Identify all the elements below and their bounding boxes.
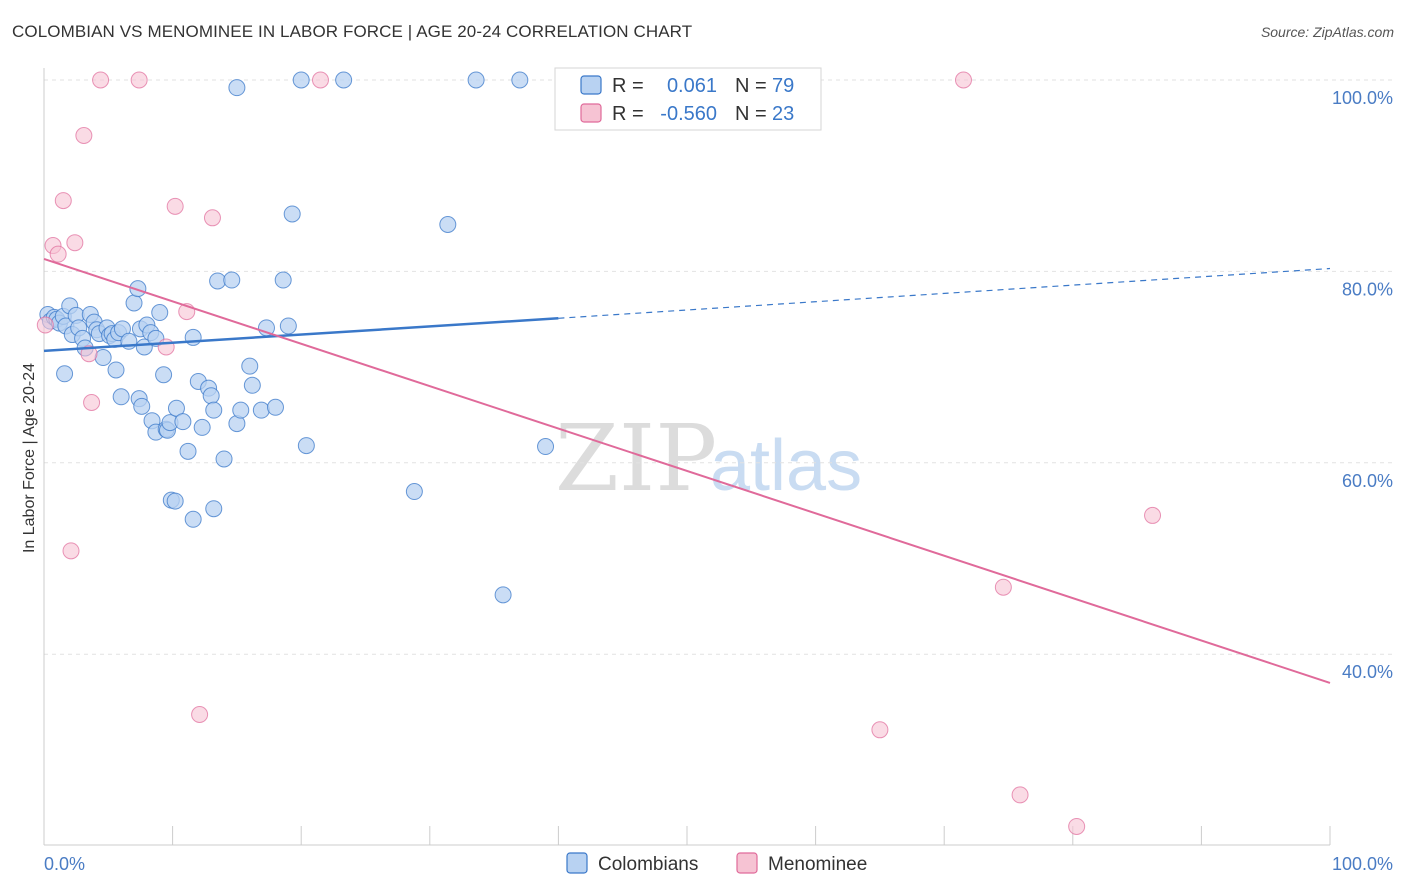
point-colombians — [232, 401, 250, 419]
series-menominee-points — [36, 71, 1162, 835]
point-colombians — [205, 500, 223, 518]
legend-n-label-2: N = — [735, 103, 767, 125]
point-colombians — [184, 328, 202, 346]
point-colombians — [511, 71, 529, 89]
point-colombians — [184, 510, 202, 528]
point-colombians — [133, 397, 151, 415]
legend-n-value-2: 23 — [772, 103, 794, 125]
point-colombians — [467, 71, 485, 89]
trend-line-menominee — [43, 258, 1331, 684]
point-colombians — [223, 271, 241, 289]
point-menominee — [166, 197, 184, 215]
watermark-zip: ZIP — [555, 405, 717, 512]
point-colombians — [56, 365, 74, 383]
legend-swatch-menominee — [580, 103, 602, 123]
bottom-legend-colombians: Colombians — [598, 854, 698, 875]
bottom-legend: Colombians Menominee — [566, 852, 867, 875]
trend-lines — [43, 258, 1331, 684]
source-label: Source: ZipAtlas.com — [1260, 24, 1394, 40]
point-colombians — [151, 304, 169, 322]
point-colombians — [297, 437, 315, 455]
legend-r-value-2: -0.560 — [660, 103, 717, 125]
bottom-legend-menominee: Menominee — [768, 854, 867, 875]
y-tick-label: 60.0% — [1342, 471, 1393, 491]
bottom-legend-swatch-menominee — [736, 852, 758, 874]
point-menominee — [80, 345, 98, 363]
legend-swatch-colombians — [580, 75, 602, 95]
point-colombians — [243, 376, 261, 394]
point-colombians — [283, 205, 301, 223]
point-menominee — [1068, 817, 1086, 835]
y-tick-label: 100.0% — [1332, 88, 1393, 108]
point-colombians — [494, 586, 512, 604]
chart-title: COLOMBIAN VS MENOMINEE IN LABOR FORCE | … — [12, 22, 693, 41]
point-menominee — [871, 721, 889, 739]
watermark: ZIP atlas — [555, 405, 862, 512]
legend-n-label-1: N = — [735, 75, 767, 97]
trend-line-colombians-solid — [43, 317, 559, 353]
point-menominee — [75, 127, 93, 145]
point-colombians — [292, 71, 310, 89]
point-colombians — [129, 280, 147, 298]
point-colombians — [266, 398, 284, 416]
point-colombians — [537, 438, 555, 456]
point-menominee — [83, 394, 101, 412]
point-menominee — [54, 192, 72, 210]
y-axis-label: In Labor Force | Age 20-24 — [21, 363, 38, 553]
trend-line-colombians-dashed — [558, 267, 1331, 319]
point-colombians — [107, 361, 125, 379]
point-colombians — [174, 413, 192, 431]
point-colombians — [241, 357, 259, 375]
point-colombians — [405, 483, 423, 501]
y-tick-label: 80.0% — [1342, 279, 1393, 299]
point-colombians — [193, 418, 211, 436]
point-colombians — [274, 271, 292, 289]
point-menominee — [130, 71, 148, 89]
point-colombians — [228, 79, 246, 97]
point-menominee — [994, 578, 1012, 596]
point-menominee — [62, 542, 80, 560]
x-tick-label-end: 100.0% — [1332, 854, 1393, 874]
point-menominee — [92, 71, 110, 89]
point-menominee — [49, 245, 67, 263]
point-colombians — [209, 272, 227, 290]
legend-r-value-1: 0.061 — [667, 75, 717, 97]
point-menominee — [1144, 506, 1162, 524]
point-menominee — [954, 71, 972, 89]
point-colombians — [279, 317, 297, 335]
point-colombians — [205, 401, 223, 419]
point-menominee — [66, 234, 84, 252]
x-tick-label-start: 0.0% — [44, 854, 85, 874]
point-colombians — [215, 450, 233, 468]
point-colombians — [125, 294, 143, 312]
stats-legend: R = 0.061 N = 79 R = -0.560 N = 23 — [554, 67, 822, 131]
watermark-atlas: atlas — [710, 426, 862, 506]
point-menominee — [191, 705, 209, 723]
point-menominee — [1011, 786, 1029, 804]
point-menominee — [311, 71, 329, 89]
legend-r-label-2: R = — [612, 103, 644, 125]
bottom-legend-swatch-colombians — [566, 852, 588, 874]
point-colombians — [439, 216, 457, 234]
point-colombians — [112, 388, 130, 406]
point-colombians — [179, 442, 197, 460]
point-colombians — [335, 71, 353, 89]
point-menominee — [36, 316, 54, 334]
legend-n-value-1: 79 — [772, 75, 794, 97]
point-colombians — [94, 349, 112, 367]
point-colombians — [202, 387, 220, 405]
series-colombians-points — [39, 71, 555, 604]
axes — [43, 68, 1331, 846]
point-menominee — [203, 209, 221, 227]
point-colombians — [155, 366, 173, 384]
y-tick-label: 40.0% — [1342, 662, 1393, 682]
y-tick-labels: 40.0% 60.0% 80.0% 100.0% — [1332, 88, 1393, 682]
legend-r-label-1: R = — [612, 75, 644, 97]
point-menominee — [157, 338, 175, 356]
x-tick-labels: 0.0% 100.0% — [44, 854, 1393, 874]
point-colombians — [252, 401, 270, 419]
point-colombians — [166, 492, 184, 510]
